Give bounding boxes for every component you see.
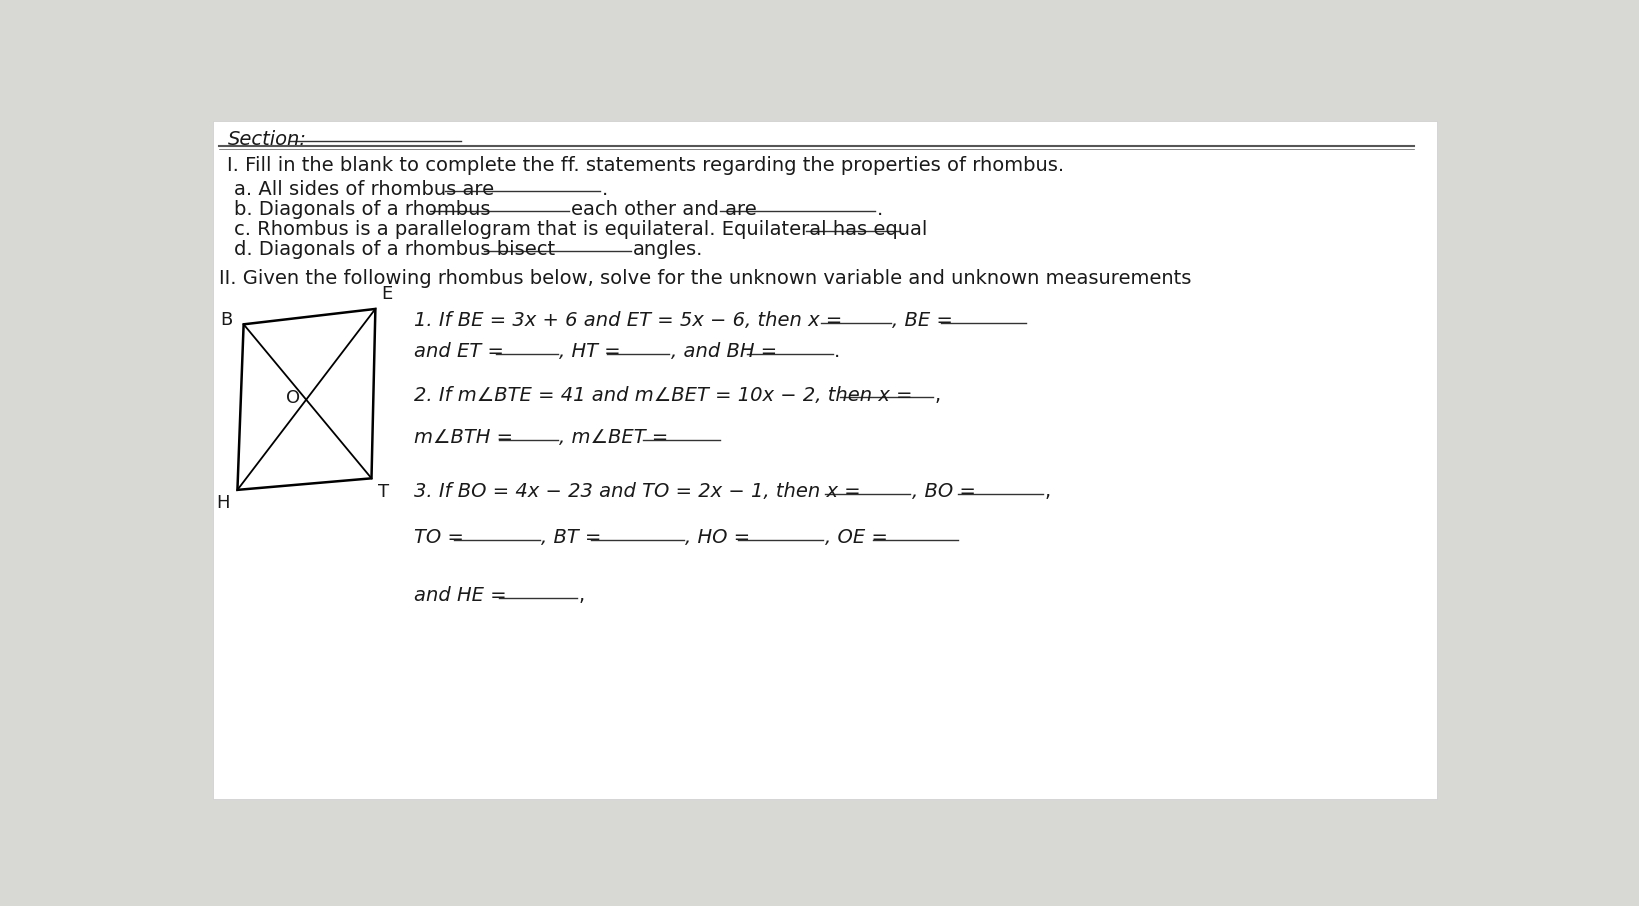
FancyBboxPatch shape — [213, 121, 1437, 799]
Text: , BT =: , BT = — [541, 528, 602, 547]
Text: c. Rhombus is a parallelogram that is equilateral. Equilateral has equal: c. Rhombus is a parallelogram that is eq… — [234, 219, 928, 238]
Text: angles.: angles. — [633, 239, 703, 258]
Text: and HE =: and HE = — [415, 586, 506, 605]
Text: m∠BTH =: m∠BTH = — [415, 429, 513, 448]
Text: .: . — [602, 179, 608, 198]
Text: , BE =: , BE = — [892, 312, 954, 330]
Text: , HO =: , HO = — [685, 528, 751, 547]
Text: , HT =: , HT = — [559, 342, 621, 361]
Text: H: H — [216, 495, 229, 513]
Text: Section:: Section: — [228, 130, 306, 149]
Text: .: . — [877, 199, 883, 218]
Text: 3. If BO = 4x − 23 and TO = 2x − 1, then x =: 3. If BO = 4x − 23 and TO = 2x − 1, then… — [415, 482, 860, 501]
Text: B: B — [221, 311, 233, 329]
Text: d. Diagonals of a rhombus bisect: d. Diagonals of a rhombus bisect — [234, 239, 556, 258]
Text: I. Fill in the blank to complete the ff. statements regarding the properties of : I. Fill in the blank to complete the ff.… — [226, 157, 1064, 176]
Text: , m∠BET =: , m∠BET = — [559, 429, 669, 448]
Text: II. Given the following rhombus below, solve for the unknown variable and unknow: II. Given the following rhombus below, s… — [220, 269, 1192, 288]
Text: E: E — [382, 284, 393, 303]
Text: each other and are: each other and are — [570, 199, 757, 218]
Text: , BO =: , BO = — [911, 482, 975, 501]
Text: , and BH =: , and BH = — [670, 342, 777, 361]
Text: ,: , — [1046, 482, 1051, 501]
Text: , OE =: , OE = — [824, 528, 888, 547]
Text: T: T — [377, 483, 388, 501]
Text: 1. If BE = 3x + 6 and ET = 5x − 6, then x =: 1. If BE = 3x + 6 and ET = 5x − 6, then … — [415, 312, 842, 330]
Text: ,: , — [934, 386, 941, 405]
Text: b. Diagonals of a rhombus: b. Diagonals of a rhombus — [234, 199, 490, 218]
Text: TO =: TO = — [415, 528, 464, 547]
Text: .: . — [834, 342, 841, 361]
Text: and ET =: and ET = — [415, 342, 505, 361]
Text: .: . — [900, 219, 906, 238]
Text: 2. If m∠BTE = 41 and m∠BET = 10x − 2, then x =: 2. If m∠BTE = 41 and m∠BET = 10x − 2, th… — [415, 386, 913, 405]
Text: O: O — [285, 390, 300, 407]
Text: ,: , — [579, 586, 585, 605]
Text: a. All sides of rhombus are: a. All sides of rhombus are — [234, 179, 495, 198]
